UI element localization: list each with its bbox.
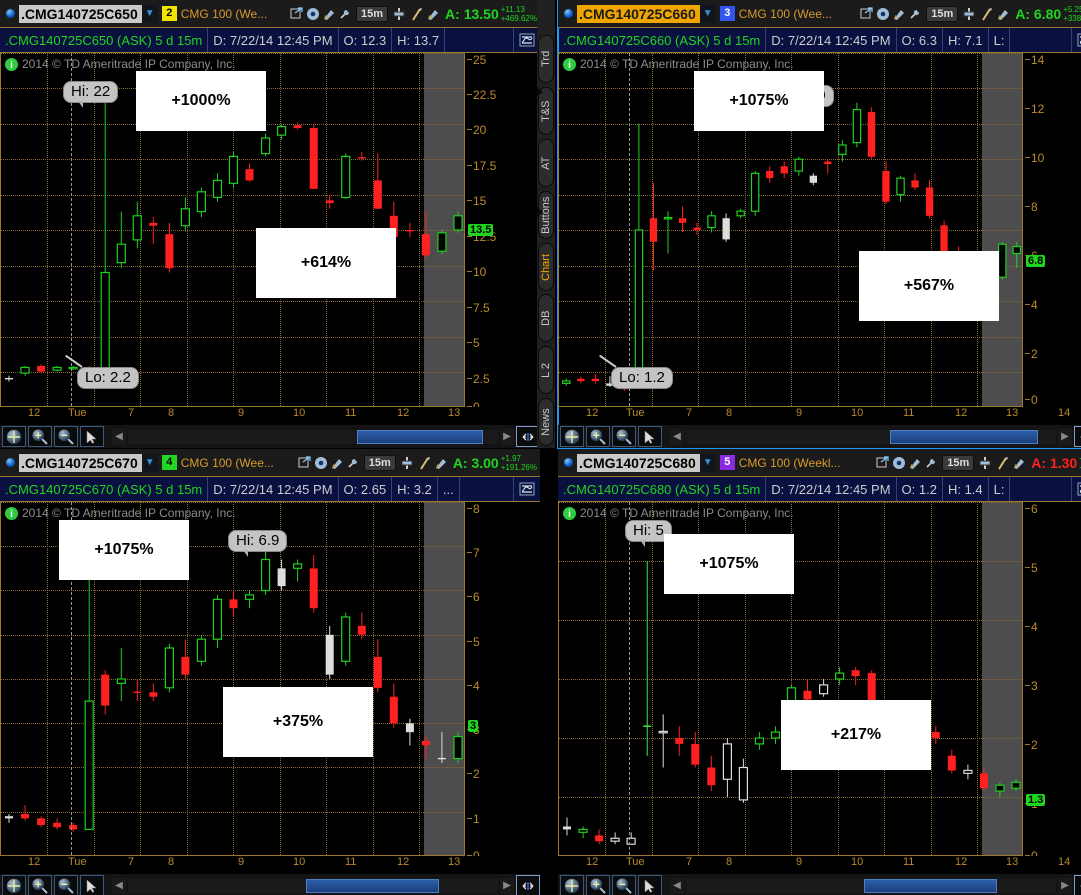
svg-text:i: i — [10, 60, 13, 71]
svg-text:i: i — [568, 60, 571, 71]
svg-text:i: i — [10, 509, 13, 520]
svg-text:i: i — [568, 509, 571, 520]
